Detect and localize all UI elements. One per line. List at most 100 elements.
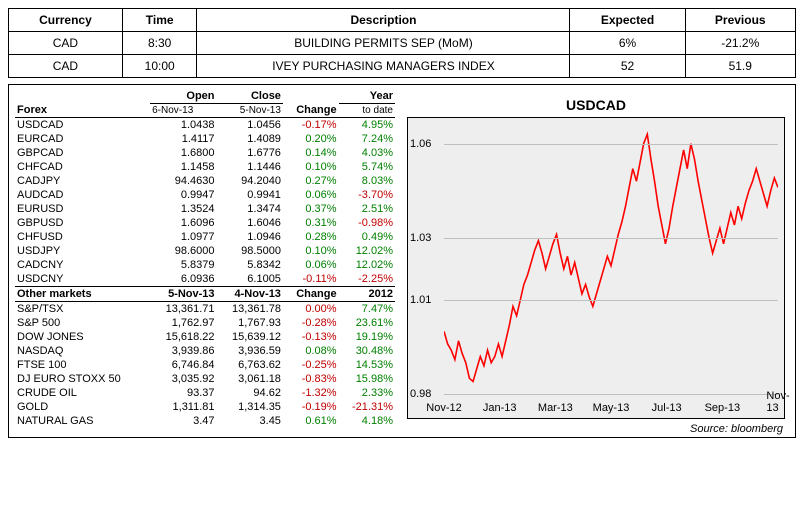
x-axis-label: Nov-13 [766, 390, 789, 414]
cell: 1.0946 [217, 230, 283, 244]
forex-table: Forex Open Close Change Year 6-Nov-13 5-… [15, 89, 395, 428]
cell: 1.1458 [150, 160, 216, 174]
cell: 1.6800 [150, 146, 216, 160]
table-row: NATURAL GAS3.473.450.61%4.18% [15, 414, 395, 428]
table-row: GBPUSD1.60961.60460.31%-0.98% [15, 216, 395, 230]
cell: 0.14% [283, 146, 339, 160]
y-axis-label: 1.06 [410, 138, 431, 150]
table-row: CRUDE OIL93.3794.62-1.32%2.33% [15, 386, 395, 400]
cell: -0.11% [283, 272, 339, 287]
cell: 6% [570, 32, 685, 55]
table-row: CAD8:30BUILDING PERMITS SEP (MoM)6%-21.2… [9, 32, 796, 55]
cell: 0.49% [339, 230, 395, 244]
cell: 14.53% [339, 358, 395, 372]
cell: -0.28% [283, 316, 339, 330]
cell: 3,936.59 [217, 344, 283, 358]
cell: 0.31% [283, 216, 339, 230]
col-ytd2: to date [339, 104, 395, 118]
cell: NATURAL GAS [15, 414, 150, 428]
cell: -0.17% [283, 118, 339, 133]
cell: -0.25% [283, 358, 339, 372]
cell: 0.06% [283, 188, 339, 202]
chart-box: Nov-12Jan-13Mar-13May-13Jul-13Sep-13Nov-… [407, 117, 785, 419]
economic-calendar-table: Currency Time Description Expected Previ… [8, 8, 796, 78]
cell: USDCAD [15, 118, 150, 133]
cell: 15.98% [339, 372, 395, 386]
cell: DOW JONES [15, 330, 150, 344]
cell: 94.4630 [150, 174, 216, 188]
cell: 0.20% [283, 132, 339, 146]
chart-panel: USDCAD Nov-12Jan-13Mar-13May-13Jul-13Sep… [403, 89, 789, 435]
table-row: FTSE 1006,746.846,763.62-0.25%14.53% [15, 358, 395, 372]
table-row: EURUSD1.35241.34740.37%2.51% [15, 202, 395, 216]
col-close: Close [217, 89, 283, 104]
forex-title: Forex [15, 89, 150, 118]
open-date: 6-Nov-13 [150, 104, 216, 118]
gridline [444, 394, 778, 395]
cell: 1.0456 [217, 118, 283, 133]
table-row: NASDAQ3,939.863,936.590.08%30.48% [15, 344, 395, 358]
cell: 1.0977 [150, 230, 216, 244]
x-axis-label: Jul-13 [652, 402, 682, 414]
cell: 5.74% [339, 160, 395, 174]
cell: CHFCAD [15, 160, 150, 174]
other-markets-header: Other markets 5-Nov-13 4-Nov-13 Change 2… [15, 287, 395, 302]
cell: 5.8342 [217, 258, 283, 272]
table-row: S&P/TSX13,361.7113,361.780.00%7.47% [15, 302, 395, 317]
other-yr: 2012 [339, 287, 395, 302]
cell: GBPCAD [15, 146, 150, 160]
table-row: S&P 5001,762.971,767.93-0.28%23.61% [15, 316, 395, 330]
cell: 1.3474 [217, 202, 283, 216]
table-row: EURCAD1.41171.40890.20%7.24% [15, 132, 395, 146]
cell: 0.08% [283, 344, 339, 358]
cell: DJ EURO STOXX 50 [15, 372, 150, 386]
cell: 98.5000 [217, 244, 283, 258]
cell: 10:00 [122, 55, 197, 78]
cell: 23.61% [339, 316, 395, 330]
cell: 2.51% [339, 202, 395, 216]
gridline [444, 238, 778, 239]
other-title: Other markets [15, 287, 150, 302]
cell: 3,939.86 [150, 344, 216, 358]
cell: 7.24% [339, 132, 395, 146]
cell: CHFUSD [15, 230, 150, 244]
cell: 1,767.93 [217, 316, 283, 330]
cell: 1,762.97 [150, 316, 216, 330]
cell: 0.28% [283, 230, 339, 244]
cell: 51.9 [685, 55, 795, 78]
table-row: USDCNY6.09366.1005-0.11%-2.25% [15, 272, 395, 287]
gridline [444, 300, 778, 301]
cell: 98.6000 [150, 244, 216, 258]
cell: -0.98% [339, 216, 395, 230]
cell: S&P/TSX [15, 302, 150, 317]
cell: EURCAD [15, 132, 150, 146]
gridline [444, 144, 778, 145]
cell: 1.4089 [217, 132, 283, 146]
cell: 2.33% [339, 386, 395, 400]
cell: CAD [9, 32, 123, 55]
cell: 93.37 [150, 386, 216, 400]
cell: 0.61% [283, 414, 339, 428]
cell: CADJPY [15, 174, 150, 188]
y-axis-label: 1.01 [410, 294, 431, 306]
cell: 1.3524 [150, 202, 216, 216]
other-change: Change [283, 287, 339, 302]
market-tables: Forex Open Close Change Year 6-Nov-13 5-… [15, 89, 395, 435]
other-d2: 4-Nov-13 [217, 287, 283, 302]
cell: 19.19% [339, 330, 395, 344]
cell: 6.1005 [217, 272, 283, 287]
col-previous: Previous [685, 9, 795, 32]
table-row: CHFUSD1.09771.09460.28%0.49% [15, 230, 395, 244]
cell: 0.10% [283, 160, 339, 174]
cell: 0.9941 [217, 188, 283, 202]
cell: USDCNY [15, 272, 150, 287]
cell: -1.32% [283, 386, 339, 400]
chart-line [444, 128, 778, 394]
chart-plot [444, 128, 778, 394]
cell: 0.27% [283, 174, 339, 188]
cell: -2.25% [339, 272, 395, 287]
cell: 13,361.78 [217, 302, 283, 317]
cell: -3.70% [339, 188, 395, 202]
cell: GBPUSD [15, 216, 150, 230]
y-axis-label: 1.03 [410, 232, 431, 244]
